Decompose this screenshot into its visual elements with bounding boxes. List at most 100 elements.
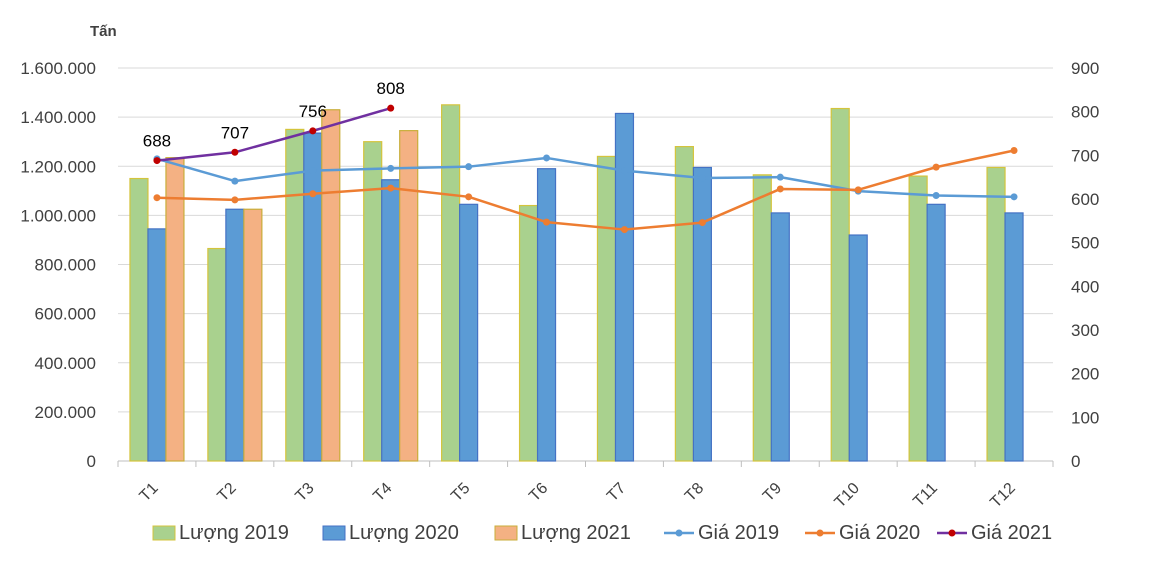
bar <box>303 132 323 462</box>
line-point <box>620 167 628 175</box>
line-point <box>698 219 706 227</box>
line-point <box>387 104 395 112</box>
bar <box>692 166 712 462</box>
y-left-tick-label: 1.400.000 <box>20 108 96 127</box>
x-tick-label: T1 <box>137 480 162 505</box>
line-point <box>776 185 784 193</box>
bar <box>848 234 868 462</box>
bar <box>147 228 167 462</box>
gridlines <box>118 67 1053 413</box>
data-label: 688 <box>143 132 171 151</box>
y-left-tick-label: 200.000 <box>35 403 96 422</box>
line-point <box>465 163 473 171</box>
y-left-tick-label: 600.000 <box>35 305 96 324</box>
x-tick-label: T6 <box>526 480 551 505</box>
y-right-tick-label: 400 <box>1071 277 1099 296</box>
bar <box>129 177 149 462</box>
bar <box>165 157 185 462</box>
legend-label: Lượng 2021 <box>521 522 631 544</box>
bar <box>441 104 461 462</box>
bar <box>536 168 557 462</box>
x-tick-label: T5 <box>448 480 473 505</box>
legend-label: Giá 2020 <box>839 522 920 544</box>
line-point <box>153 157 161 165</box>
line-point <box>465 193 473 201</box>
x-tick-label: T9 <box>760 480 785 505</box>
x-tick-label: T11 <box>910 480 941 511</box>
x-tick-label: T7 <box>604 480 629 505</box>
line-point <box>932 163 940 171</box>
bar <box>381 179 401 462</box>
x-tick-label: T3 <box>292 480 317 505</box>
bar <box>926 203 946 462</box>
line-point <box>698 174 706 182</box>
y-right-tick-label: 800 <box>1071 103 1099 122</box>
y-right-tick-label: 200 <box>1071 365 1099 384</box>
bar <box>243 208 263 462</box>
line-point <box>543 154 551 162</box>
bar <box>399 130 419 462</box>
bar <box>1004 212 1024 462</box>
data-labels: 688 707 756 808 <box>143 79 405 150</box>
x-tick-label: T4 <box>370 480 395 505</box>
line-point <box>309 127 317 135</box>
line-point <box>153 194 161 202</box>
bar <box>225 208 245 462</box>
line-point <box>854 186 862 194</box>
bar <box>752 174 772 462</box>
price-lines <box>153 104 1018 234</box>
y-right-tick-label: 100 <box>1071 408 1099 427</box>
bar <box>285 128 305 462</box>
y-right-tick-label: 600 <box>1071 190 1099 209</box>
legend-marker <box>816 529 824 537</box>
y-right-tick-label: 900 <box>1071 59 1099 78</box>
legend-swatch <box>322 525 346 541</box>
y-right-tick-label: 300 <box>1071 321 1099 340</box>
line-point <box>776 173 784 181</box>
y-left-tick-label: 800.000 <box>35 256 96 275</box>
y-left-tick-label: 400.000 <box>35 354 96 373</box>
legend-label: Lượng 2019 <box>179 522 289 544</box>
line-point <box>231 196 239 204</box>
line-point <box>309 190 317 198</box>
bar <box>321 109 341 462</box>
x-tick-label: T12 <box>987 480 1019 512</box>
bar <box>908 175 928 462</box>
bar <box>596 155 617 462</box>
legend-marker <box>675 529 683 537</box>
line-point <box>231 148 239 156</box>
line-point <box>309 167 317 175</box>
data-label: 808 <box>377 79 405 98</box>
bar <box>207 247 227 462</box>
bar <box>986 166 1006 462</box>
legend-label: Giá 2021 <box>971 522 1052 544</box>
legend-label: Lượng 2020 <box>349 522 459 544</box>
line-point <box>1010 193 1018 201</box>
y-left-tick-label: 1.600.000 <box>20 59 96 78</box>
y-left-tick-label: 1.000.000 <box>20 206 96 225</box>
data-label: 707 <box>221 123 249 142</box>
y-right-tick-label: 700 <box>1071 146 1099 165</box>
bar <box>459 203 479 462</box>
line-point <box>620 226 628 234</box>
y-right-tick-label: 0 <box>1071 452 1080 471</box>
y-left-tick-label: 0 <box>87 452 96 471</box>
y-right-tick-label: 500 <box>1071 234 1099 253</box>
y-unit-label: Tấn <box>90 23 117 40</box>
line-point <box>231 177 239 185</box>
bar <box>674 146 694 462</box>
legend-swatch <box>152 525 176 541</box>
line-point <box>932 192 940 200</box>
x-tick-label: T2 <box>214 480 239 505</box>
bars <box>129 104 1024 462</box>
x-tick-label: T8 <box>682 480 707 505</box>
bar <box>770 212 790 462</box>
bar <box>614 112 635 462</box>
line-point <box>387 184 395 192</box>
series-line <box>156 106 392 162</box>
bar <box>518 204 539 462</box>
legend-label: Giá 2019 <box>698 522 779 544</box>
bar <box>830 107 850 462</box>
line-point <box>543 218 551 226</box>
